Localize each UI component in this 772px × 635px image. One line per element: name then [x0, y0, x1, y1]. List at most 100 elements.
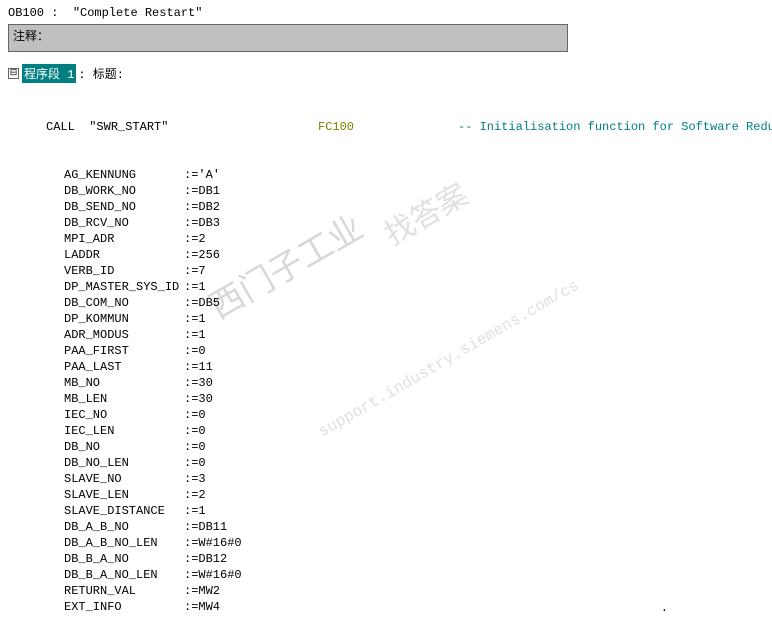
param-value: :=11: [184, 359, 213, 375]
param-row: ADR_MODUS:=1: [28, 327, 772, 343]
param-row: SLAVE_NO:=3: [28, 471, 772, 487]
param-name: PAA_FIRST: [64, 343, 184, 359]
param-name: DB_NO_LEN: [64, 455, 184, 471]
param-value: :='A': [184, 167, 220, 183]
param-row: LADDR:=256: [28, 247, 772, 263]
param-value: :=30: [184, 391, 213, 407]
param-row: MPI_ADR:=2: [28, 231, 772, 247]
param-value: :=1: [184, 311, 206, 327]
param-value: :=3: [184, 471, 206, 487]
param-name: DB_A_B_NO_LEN: [64, 535, 184, 551]
param-value: :=DB11: [184, 519, 227, 535]
param-row: DP_MASTER_SYS_ID:=1: [28, 279, 772, 295]
param-list: AG_KENNUNG:='A'DB_WORK_NO:=DB1DB_SEND_NO…: [28, 167, 772, 615]
param-name: DB_SEND_NO: [64, 199, 184, 215]
code-area[interactable]: CALL "SWR_START" FC100 -- Initialisation…: [28, 87, 772, 631]
param-row: AG_KENNUNG:='A': [28, 167, 772, 183]
param-row: DB_RCV_NO:=DB3: [28, 215, 772, 231]
param-row: DB_A_B_NO:=DB11: [28, 519, 772, 535]
param-name: DB_B_A_NO_LEN: [64, 567, 184, 583]
param-name: DP_MASTER_SYS_ID: [64, 279, 184, 295]
param-row: SLAVE_LEN:=2: [28, 487, 772, 503]
call-ref: FC100: [318, 119, 354, 135]
comment-label: 注释：: [13, 30, 49, 44]
param-row: DB_B_A_NO_LEN:=W#16#0: [28, 567, 772, 583]
param-name: MPI_ADR: [64, 231, 184, 247]
param-name: VERB_ID: [64, 263, 184, 279]
param-row: DB_SEND_NO:=DB2: [28, 199, 772, 215]
param-value: :=DB5: [184, 295, 220, 311]
comment-box[interactable]: 注释：: [8, 24, 568, 52]
param-name: EXT_INFO: [64, 599, 184, 615]
param-value: :=2: [184, 487, 206, 503]
param-row: PAA_LAST:=11: [28, 359, 772, 375]
param-name: DB_RCV_NO: [64, 215, 184, 231]
param-row: PAA_FIRST:=0: [28, 343, 772, 359]
param-name: SLAVE_NO: [64, 471, 184, 487]
param-row: RETURN_VAL:=MW2: [28, 583, 772, 599]
param-value: :=W#16#0: [184, 567, 242, 583]
param-value: :=0: [184, 439, 206, 455]
param-name: LADDR: [64, 247, 184, 263]
param-name: DB_COM_NO: [64, 295, 184, 311]
param-row: VERB_ID:=7: [28, 263, 772, 279]
param-name: ADR_MODUS: [64, 327, 184, 343]
stray-dot: .: [661, 601, 668, 615]
param-value: :=DB12: [184, 551, 227, 567]
param-row: SLAVE_DISTANCE:=1: [28, 503, 772, 519]
param-value: :=0: [184, 343, 206, 359]
call-keyword: CALL: [46, 119, 75, 135]
param-value: :=2: [184, 231, 206, 247]
param-name: MB_NO: [64, 375, 184, 391]
param-row: IEC_NO:=0: [28, 407, 772, 423]
param-value: :=0: [184, 407, 206, 423]
param-row: MB_NO:=30: [28, 375, 772, 391]
param-value: :=256: [184, 247, 220, 263]
param-value: :=DB3: [184, 215, 220, 231]
param-value: :=DB2: [184, 199, 220, 215]
param-name: RETURN_VAL: [64, 583, 184, 599]
call-line: CALL "SWR_START" FC100 -- Initialisation…: [28, 119, 772, 135]
param-name: PAA_LAST: [64, 359, 184, 375]
param-name: DB_B_A_NO: [64, 551, 184, 567]
param-value: :=1: [184, 327, 206, 343]
param-value: :=7: [184, 263, 206, 279]
call-name: "SWR_START": [89, 119, 168, 135]
param-row: DB_B_A_NO:=DB12: [28, 551, 772, 567]
param-value: :=DB1: [184, 183, 220, 199]
call-comment: -- Initialisation function for Software …: [458, 119, 772, 135]
param-name: SLAVE_LEN: [64, 487, 184, 503]
collapse-icon[interactable]: ⊟: [8, 68, 19, 79]
param-name: SLAVE_DISTANCE: [64, 503, 184, 519]
param-row: DB_COM_NO:=DB5: [28, 295, 772, 311]
param-value: :=MW4: [184, 599, 220, 615]
network-header: ⊟ 程序段 1 : 标题:: [8, 64, 772, 83]
param-value: :=30: [184, 375, 213, 391]
block-title-text: "Complete Restart": [73, 6, 203, 20]
param-name: AG_KENNUNG: [64, 167, 184, 183]
param-name: IEC_NO: [64, 407, 184, 423]
param-name: MB_LEN: [64, 391, 184, 407]
param-name: DP_KOMMUN: [64, 311, 184, 327]
param-name: DB_WORK_NO: [64, 183, 184, 199]
network-title-suffix: : 标题:: [78, 65, 124, 82]
param-row: DB_NO:=0: [28, 439, 772, 455]
param-name: DB_NO: [64, 439, 184, 455]
block-title: OB100 : "Complete Restart": [8, 6, 772, 20]
param-row: DB_WORK_NO:=DB1: [28, 183, 772, 199]
param-value: :=W#16#0: [184, 535, 242, 551]
param-value: :=0: [184, 423, 206, 439]
network-label[interactable]: 程序段 1: [22, 64, 76, 83]
param-value: :=MW2: [184, 583, 220, 599]
param-row: DB_A_B_NO_LEN:=W#16#0: [28, 535, 772, 551]
param-value: :=1: [184, 503, 206, 519]
param-name: IEC_LEN: [64, 423, 184, 439]
param-name: DB_A_B_NO: [64, 519, 184, 535]
param-row: MB_LEN:=30: [28, 391, 772, 407]
param-value: :=1: [184, 279, 206, 295]
block-name: OB100: [8, 6, 44, 20]
param-row: DB_NO_LEN:=0: [28, 455, 772, 471]
param-row: DP_KOMMUN:=1: [28, 311, 772, 327]
param-row: IEC_LEN:=0: [28, 423, 772, 439]
param-value: :=0: [184, 455, 206, 471]
